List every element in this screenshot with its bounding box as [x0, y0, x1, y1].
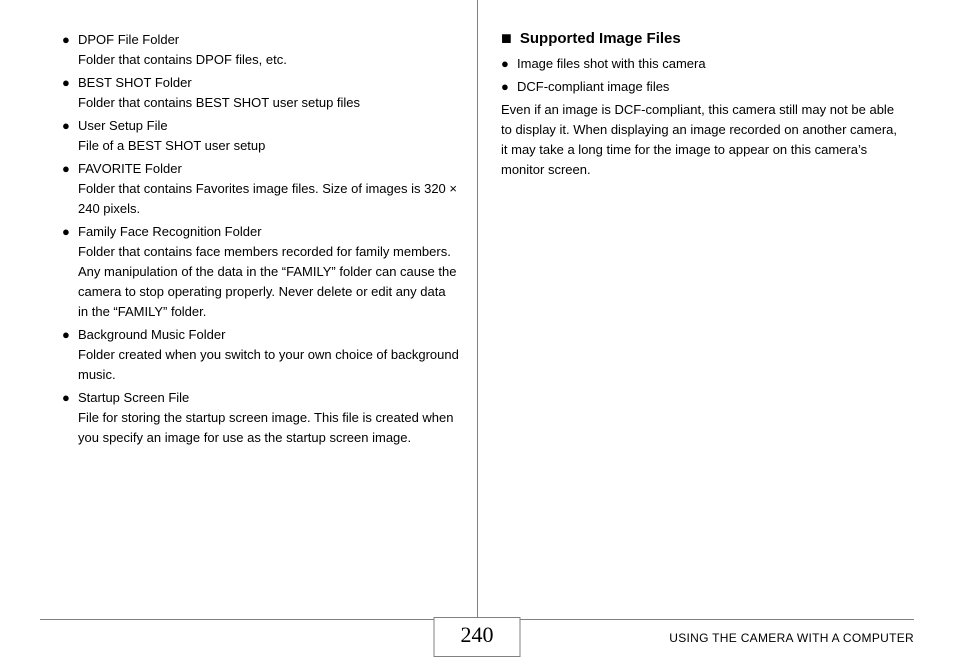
page-number: 240: [434, 617, 521, 657]
item-name: DPOF File Folder: [78, 30, 459, 50]
section-title: Supported Image Files: [520, 30, 681, 47]
left-bullet-list: ● DPOF File Folder Folder that contains …: [62, 30, 459, 448]
item-name: BEST SHOT Folder: [78, 73, 459, 93]
bullet-icon: ●: [62, 388, 78, 448]
page-footer: 240 USING THE CAMERA WITH A COMPUTER: [40, 619, 914, 620]
bullet-icon: ●: [501, 77, 517, 97]
square-bullet-icon: ■: [501, 28, 512, 48]
bullet-icon: ●: [62, 73, 78, 113]
left-column: ● DPOF File Folder Folder that contains …: [40, 30, 477, 586]
item-desc: Folder that contains Favorites image fil…: [78, 179, 459, 219]
item-name: Family Face Recognition Folder: [78, 222, 459, 242]
bullet-icon: ●: [62, 222, 78, 322]
list-item: ● Image files shot with this camera: [501, 54, 904, 74]
column-divider: [477, 0, 478, 617]
list-item: ● Background Music Folder Folder created…: [62, 325, 459, 385]
bullet-icon: ●: [62, 30, 78, 70]
item-desc: File of a BEST SHOT user setup: [78, 136, 459, 156]
item-name: FAVORITE Folder: [78, 159, 459, 179]
item-name: User Setup File: [78, 116, 459, 136]
bullet-icon: ●: [501, 54, 517, 74]
item-desc: File for storing the startup screen imag…: [78, 408, 459, 448]
bullet-text: Image files shot with this camera: [517, 54, 904, 74]
footer-section-label: USING THE CAMERA WITH A COMPUTER: [669, 631, 914, 645]
list-item: ● DPOF File Folder Folder that contains …: [62, 30, 459, 70]
list-item: ● User Setup File File of a BEST SHOT us…: [62, 116, 459, 156]
bullet-text: DCF-compliant image files: [517, 77, 904, 97]
section-heading: ■ Supported Image Files: [501, 28, 904, 48]
right-bullet-list: ● Image files shot with this camera ● DC…: [501, 54, 904, 97]
item-name: Background Music Folder: [78, 325, 459, 345]
item-desc: Folder that contains DPOF files, etc.: [78, 50, 459, 70]
bullet-icon: ●: [62, 159, 78, 219]
bullet-icon: ●: [62, 325, 78, 385]
right-column: ■ Supported Image Files ● Image files sh…: [477, 30, 914, 586]
item-desc: Folder that contains BEST SHOT user setu…: [78, 93, 459, 113]
list-item: ● Startup Screen File File for storing t…: [62, 388, 459, 448]
item-desc: Folder that contains face members record…: [78, 242, 459, 322]
list-item: ● Family Face Recognition Folder Folder …: [62, 222, 459, 322]
list-item: ● BEST SHOT Folder Folder that contains …: [62, 73, 459, 113]
item-name: Startup Screen File: [78, 388, 459, 408]
bullet-icon: ●: [62, 116, 78, 156]
list-item: ● FAVORITE Folder Folder that contains F…: [62, 159, 459, 219]
list-item: ● DCF-compliant image files: [501, 77, 904, 97]
document-page: ● DPOF File Folder Folder that contains …: [0, 0, 954, 646]
body-paragraph: Even if an image is DCF-compliant, this …: [501, 100, 904, 180]
content-columns: ● DPOF File Folder Folder that contains …: [40, 30, 914, 586]
item-desc: Folder created when you switch to your o…: [78, 345, 459, 385]
